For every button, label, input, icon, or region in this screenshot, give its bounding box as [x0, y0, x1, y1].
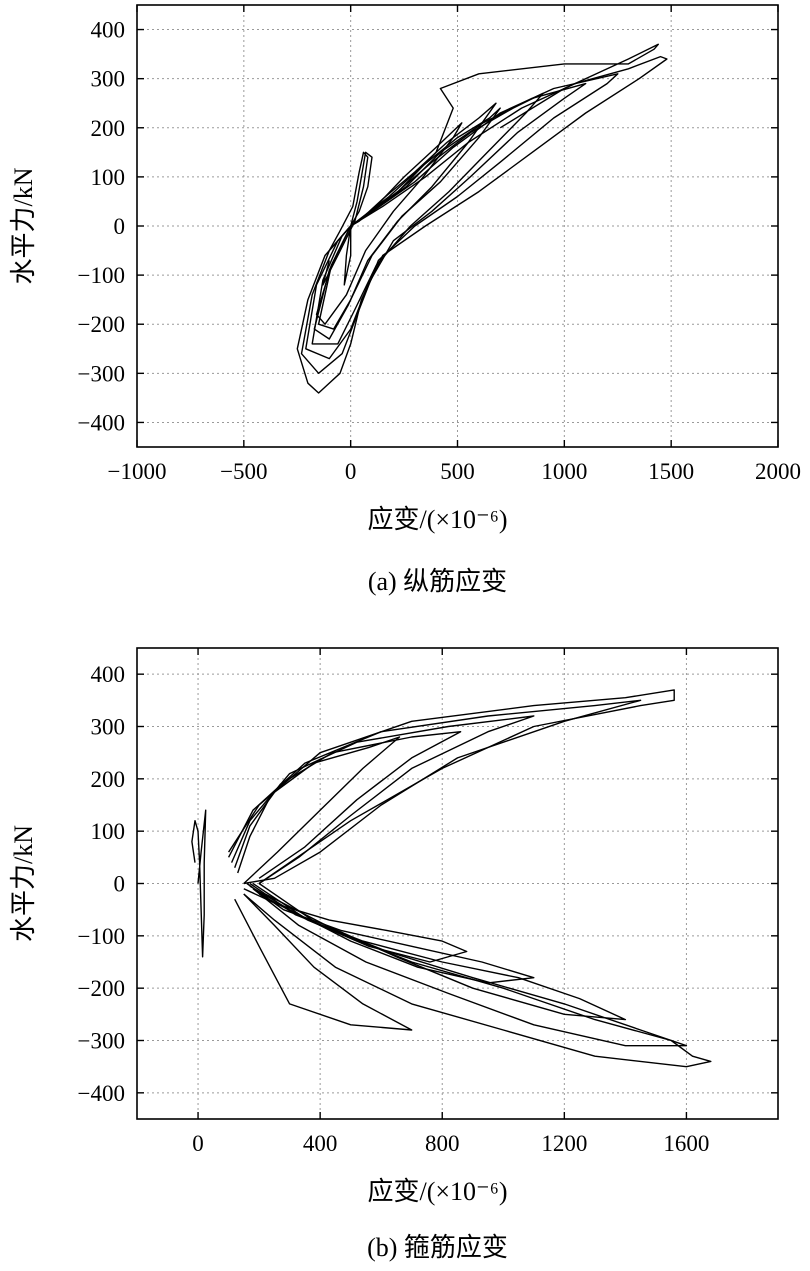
series-line-7: [252, 882, 688, 1047]
y-axis-label: 水平力/kN: [9, 167, 38, 284]
x-tick-label: 800: [425, 1131, 460, 1156]
x-tick-label: 0: [345, 459, 357, 484]
series-line-9: [322, 151, 369, 286]
y-tick-label: 300: [91, 67, 126, 92]
chart-b: 0 400 800 1200 1600 400 300 200 100 0 −100 −200 −300…: [9, 647, 779, 1262]
series-line-5: [237, 736, 401, 885]
series-line-8: [343, 151, 373, 286]
y-tick-label: −400: [78, 1081, 125, 1106]
series-line-2: [300, 73, 619, 374]
y-tick-label: −400: [78, 410, 125, 435]
series-line-3: [230, 715, 535, 885]
x-tick-label: 1200: [541, 1131, 587, 1156]
y-tick-label: −200: [78, 976, 125, 1001]
series-line-5: [317, 107, 501, 330]
chart-caption: (b) 箍筋应变: [367, 1233, 508, 1262]
y-tick-label: 200: [91, 767, 126, 792]
x-tick-label: 1500: [648, 459, 694, 484]
x-tick-label: 400: [303, 1131, 338, 1156]
y-tick-label: −300: [78, 1029, 125, 1054]
series-line-2: [227, 699, 642, 885]
series-line-4: [311, 92, 544, 345]
series-line-12: [191, 809, 207, 958]
y-tick-label: −200: [78, 312, 125, 337]
x-tick-label: 1000: [541, 459, 587, 484]
x-tick-label: 500: [440, 459, 475, 484]
x-tick-label: 1600: [663, 1131, 709, 1156]
series-line-6: [313, 102, 497, 340]
series-line-10: [243, 888, 468, 963]
series-line-7: [315, 122, 463, 325]
series-line-1: [296, 55, 668, 394]
chart-caption: (a) 纵筋应变: [368, 567, 507, 596]
x-axis-label: 应变/(×10⁻⁶): [368, 505, 508, 534]
y-tick-label: −100: [78, 263, 125, 288]
y-tick-label: 400: [91, 662, 126, 687]
x-tick-label: 0: [192, 1131, 204, 1156]
y-tick-label: −100: [78, 924, 125, 949]
series-line-9: [246, 882, 535, 984]
x-tick-label: −1000: [108, 459, 167, 484]
chart-a: −1000 −500 0 500 1000 1500 20004003002001000−1…: [9, 4, 801, 596]
series-line-10: [350, 43, 659, 227]
y-tick-label: 400: [91, 18, 126, 43]
y-tick-label: 200: [91, 116, 126, 141]
y-tick-label: 100: [91, 819, 126, 844]
x-axis-label: 应变/(×10⁻⁶): [368, 1177, 508, 1206]
series-line-3: [305, 82, 587, 360]
series-line-8: [249, 882, 627, 1021]
x-tick-label: 2000: [755, 459, 801, 484]
y-tick-label: 300: [91, 715, 126, 740]
series-line-6: [243, 882, 712, 1068]
y-tick-label: 0: [114, 214, 126, 239]
series-line-11: [234, 893, 413, 1031]
y-tick-label: 100: [91, 165, 126, 190]
y-axis-label: 水平力/kN: [9, 825, 38, 942]
y-tick-label: −300: [78, 361, 125, 386]
series-line-1: [228, 689, 675, 885]
y-tick-label: 0: [114, 872, 126, 897]
x-tick-label: −500: [220, 459, 267, 484]
